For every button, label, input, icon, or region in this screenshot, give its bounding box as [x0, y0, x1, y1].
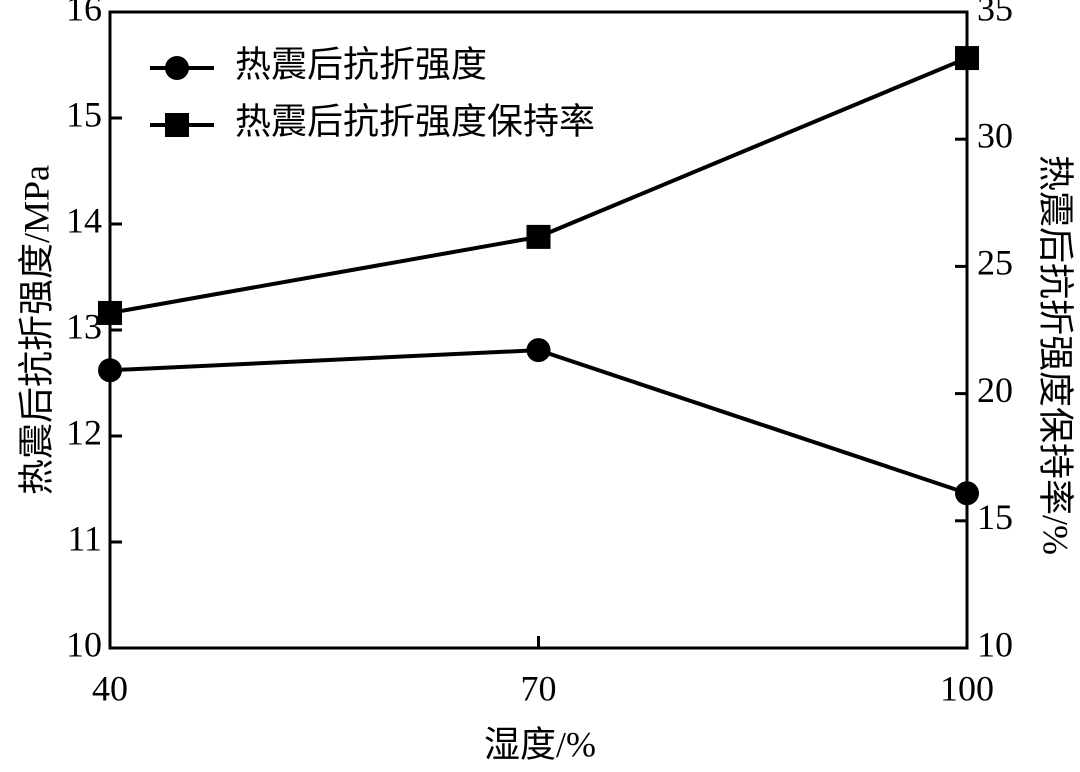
y2-tick-label: 35	[977, 0, 1013, 28]
y-tick-label: 15	[66, 94, 102, 134]
series-line	[109, 348, 968, 496]
y-tick-label: 12	[66, 412, 102, 452]
x-tick-label: 70	[521, 668, 557, 708]
x-tick-label: 100	[940, 668, 994, 708]
y-axis-title: 热震后抗折强度/MPa	[16, 165, 56, 495]
legend-label: 热震后抗折强度保持率	[235, 101, 595, 141]
marker	[526, 338, 551, 363]
y2-tick-label: 10	[977, 624, 1013, 664]
y-tick-label: 13	[66, 306, 102, 346]
marker	[955, 481, 979, 506]
y-tick-label: 10	[66, 624, 102, 664]
y2-tick-label: 30	[977, 115, 1013, 155]
legend-marker	[165, 113, 189, 137]
series-line	[109, 56, 968, 315]
y-tick-label: 11	[67, 518, 102, 558]
marker	[526, 224, 551, 249]
marker	[98, 300, 122, 325]
y-tick-label: 14	[66, 200, 102, 240]
x-tick-label: 40	[92, 668, 128, 708]
y2-axis-title: 热震后抗折强度保持率/%	[1036, 155, 1076, 555]
y2-tick-label: 25	[977, 243, 1013, 283]
marker	[955, 46, 979, 71]
y2-tick-label: 20	[977, 370, 1013, 410]
y-tick-label: 16	[66, 0, 102, 28]
legend-marker	[165, 56, 189, 80]
y2-tick-label: 15	[977, 497, 1013, 537]
x-axis-title: 湿度/%	[484, 724, 596, 764]
legend-label: 热震后抗折强度	[235, 44, 487, 84]
marker	[98, 358, 122, 383]
